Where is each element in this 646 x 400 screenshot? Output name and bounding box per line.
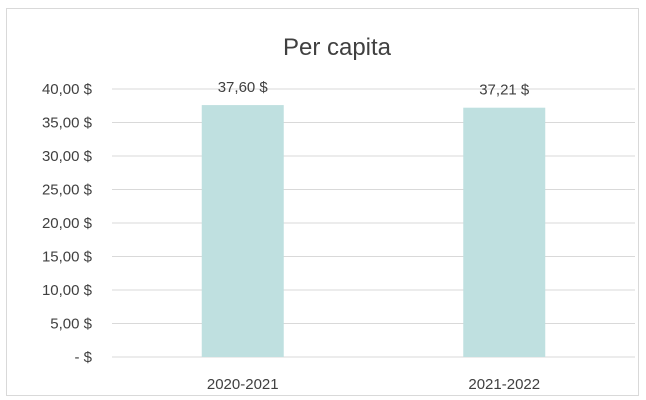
y-tick-label: 40,00 $ — [42, 81, 93, 98]
y-tick-label: 30,00 $ — [42, 148, 93, 165]
data-label: 37,21 $ — [479, 82, 530, 99]
x-axis-categories: 2020-2021 2021-2022 — [207, 376, 540, 393]
y-tick-label: 25,00 $ — [42, 182, 93, 199]
y-tick-label: 10,00 $ — [42, 282, 93, 299]
bars — [201, 105, 546, 358]
y-tick-label: - $ — [74, 349, 92, 366]
x-category-label: 2020-2021 — [207, 376, 279, 393]
bar-2021-2022 — [463, 107, 546, 358]
gridlines — [112, 88, 635, 358]
x-category-label: 2021-2022 — [468, 376, 540, 393]
y-tick-label: 35,00 $ — [42, 115, 93, 132]
y-tick-label: 20,00 $ — [42, 215, 93, 232]
y-tick-label: 5,00 $ — [50, 316, 92, 333]
bar-2020-2021 — [201, 105, 284, 357]
chart-title: Per capita — [283, 34, 392, 61]
y-tick-label: 15,00 $ — [42, 249, 93, 266]
data-labels: 37,60 $ 37,21 $ — [218, 79, 530, 99]
y-axis-ticks: - $ 5,00 $ 10,00 $ 15,00 $ 20,00 $ 25,00 $ 30,… — [42, 81, 93, 366]
data-label: 37,60 $ — [218, 79, 269, 96]
